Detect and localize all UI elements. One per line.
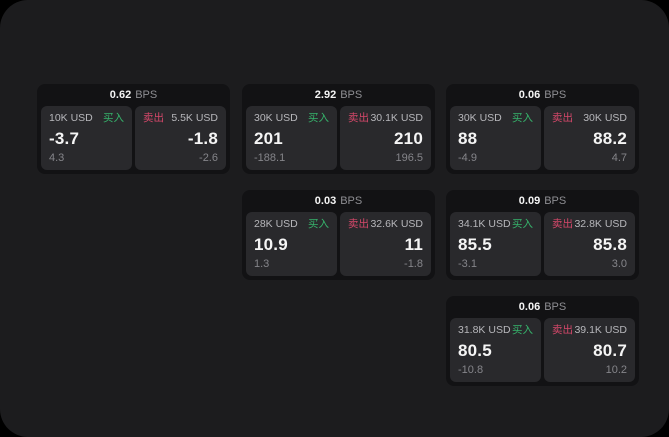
buy-change: 4.3: [49, 152, 65, 164]
buy-price: 201: [254, 128, 283, 148]
sell-label: 卖出: [348, 112, 369, 124]
buy-panel[interactable]: 30K USD 买入 88 -4.9: [450, 106, 541, 170]
bps-header: 0.06 BPS: [446, 296, 639, 318]
bps-unit-label: BPS: [544, 195, 567, 207]
buy-label: 买入: [308, 218, 329, 230]
buy-change: -10.8: [458, 364, 484, 376]
quote-card: 0.06 BPS 30K USD 买入 88 -4.9 卖出 30K USD 8…: [446, 84, 639, 174]
quote-card: 0.09 BPS 34.1K USD 买入 85.5 -3.1 卖出 32.8K…: [446, 190, 639, 280]
sell-amount: 30.1K USD: [370, 112, 423, 124]
buy-amount: 10K USD: [49, 112, 93, 124]
bps-unit-label: BPS: [340, 195, 363, 207]
bps-value: 0.06: [518, 89, 541, 101]
sell-price: 210: [394, 128, 423, 148]
sell-panel[interactable]: 卖出 32.8K USD 85.8 3.0: [544, 212, 635, 276]
sell-amount: 32.6K USD: [370, 218, 423, 230]
bps-value: 0.06: [518, 301, 541, 313]
sell-label: 卖出: [552, 112, 573, 124]
sell-panel[interactable]: 卖出 32.6K USD 11 -1.8: [340, 212, 431, 276]
sell-change: 3.0: [611, 258, 627, 270]
buy-label: 买入: [512, 324, 533, 336]
buy-panel[interactable]: 10K USD 买入 -3.7 4.3: [41, 106, 132, 170]
sell-label: 卖出: [348, 218, 369, 230]
sell-amount: 30K USD: [583, 112, 627, 124]
sell-price: 85.8: [593, 234, 627, 254]
sell-price: 88.2: [593, 128, 627, 148]
buy-panel[interactable]: 31.8K USD 买入 80.5 -10.8: [450, 318, 541, 382]
bps-unit-label: BPS: [135, 89, 158, 101]
buy-panel[interactable]: 34.1K USD 买入 85.5 -3.1: [450, 212, 541, 276]
bps-value: 0.03: [314, 195, 337, 207]
sell-change: 196.5: [395, 152, 423, 164]
buy-change: -188.1: [254, 152, 286, 164]
buy-label: 买入: [512, 112, 533, 124]
buy-amount: 30K USD: [458, 112, 502, 124]
bps-value: 2.92: [314, 89, 337, 101]
buy-amount: 31.8K USD: [458, 324, 511, 336]
buy-label: 买入: [308, 112, 329, 124]
buy-panel[interactable]: 30K USD 买入 201 -188.1: [246, 106, 337, 170]
quote-card: 2.92 BPS 30K USD 买入 201 -188.1 卖出 30.1K …: [242, 84, 435, 174]
sell-change: -1.8: [404, 258, 423, 270]
buy-label: 买入: [512, 218, 533, 230]
buy-price: 10.9: [254, 234, 288, 254]
quote-card: 0.03 BPS 28K USD 买入 10.9 1.3 卖出 32.6K US…: [242, 190, 435, 280]
buy-amount: 30K USD: [254, 112, 298, 124]
sell-label: 卖出: [143, 112, 164, 124]
bps-header: 0.03 BPS: [242, 190, 435, 212]
sell-change: 10.2: [605, 364, 627, 376]
bps-header: 2.92 BPS: [242, 84, 435, 106]
sell-panel[interactable]: 卖出 5.5K USD -1.8 -2.6: [135, 106, 226, 170]
bps-header: 0.62 BPS: [37, 84, 230, 106]
bps-header: 0.06 BPS: [446, 84, 639, 106]
buy-amount: 28K USD: [254, 218, 298, 230]
buy-price: 85.5: [458, 234, 492, 254]
bps-value: 0.09: [518, 195, 541, 207]
bps-unit-label: BPS: [544, 301, 567, 313]
bps-unit-label: BPS: [544, 89, 567, 101]
sell-amount: 39.1K USD: [574, 324, 627, 336]
sell-price: -1.8: [187, 128, 218, 148]
buy-change: -3.1: [458, 258, 477, 270]
sell-amount: 5.5K USD: [171, 112, 218, 124]
buy-price: 80.5: [458, 340, 492, 360]
sell-panel[interactable]: 卖出 39.1K USD 80.7 10.2: [544, 318, 635, 382]
sell-change: 4.7: [611, 152, 627, 164]
bps-unit-label: BPS: [340, 89, 363, 101]
buy-change: -4.9: [458, 152, 477, 164]
buy-price: -3.7: [49, 128, 80, 148]
buy-panel[interactable]: 28K USD 买入 10.9 1.3: [246, 212, 337, 276]
sell-price: 80.7: [593, 340, 627, 360]
bps-header: 0.09 BPS: [446, 190, 639, 212]
buy-change: 1.3: [254, 258, 270, 270]
bps-value: 0.62: [109, 89, 132, 101]
buy-label: 买入: [103, 112, 124, 124]
sell-amount: 32.8K USD: [574, 218, 627, 230]
sell-panel[interactable]: 卖出 30.1K USD 210 196.5: [340, 106, 431, 170]
quote-card: 0.62 BPS 10K USD 买入 -3.7 4.3 卖出 5.5K USD…: [37, 84, 230, 174]
sell-label: 卖出: [552, 324, 573, 336]
sell-change: -2.6: [199, 152, 218, 164]
sell-label: 卖出: [552, 218, 573, 230]
sell-panel[interactable]: 卖出 30K USD 88.2 4.7: [544, 106, 635, 170]
buy-amount: 34.1K USD: [458, 218, 511, 230]
sell-price: 11: [404, 234, 423, 254]
buy-price: 88: [458, 128, 478, 148]
quote-card: 0.06 BPS 31.8K USD 买入 80.5 -10.8 卖出 39.1…: [446, 296, 639, 386]
